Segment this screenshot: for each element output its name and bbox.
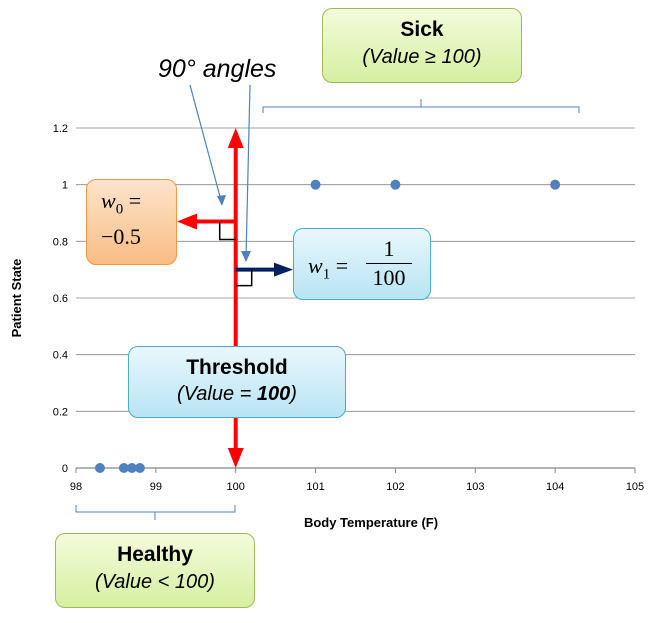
w0-line1: w0 = [101, 188, 176, 218]
sick-box: Sick (Value ≥ 100) [322, 8, 522, 83]
sick-brace [262, 99, 580, 113]
x-tick-label: 102 [386, 481, 404, 493]
threshold-arrow-down [227, 448, 244, 468]
data-point [310, 179, 321, 190]
angle-pointer-2-head [241, 251, 251, 262]
w0-value: −0.5 [101, 224, 141, 250]
y-tick-label: 0.4 [53, 350, 68, 362]
w1-arrow-head [274, 262, 293, 277]
y-tick-label: 0.8 [53, 236, 68, 248]
angle-pointer-2 [245, 84, 251, 259]
data-points [94, 179, 561, 473]
w1-box: w1 = 1 100 [293, 228, 431, 300]
w0-right-angle-icon [218, 221, 236, 241]
x-tick-label: 103 [466, 481, 484, 493]
threshold-sub-suffix: ) [290, 383, 297, 405]
y-axis-title: Patient State [9, 259, 24, 338]
sick-title: Sick [400, 18, 444, 41]
threshold-title: Threshold [186, 356, 288, 379]
x-tick-label: 99 [150, 481, 162, 493]
x-tick-label: 101 [306, 481, 324, 493]
w1-right-angle-icon [235, 269, 253, 287]
threshold-subtitle: (Value = 100) [129, 383, 345, 406]
w1-numerator: 1 [366, 235, 412, 264]
data-point [118, 463, 129, 473]
data-point [126, 463, 137, 473]
threshold-arrow-up [227, 128, 244, 148]
x-tick-label: 98 [70, 481, 82, 493]
w0-box: w0 = −0.5 [86, 179, 177, 265]
w1-subscript: 1 [322, 266, 331, 283]
healthy-box: Healthy (Value < 100) [55, 533, 255, 608]
w1-equals: = [330, 253, 349, 278]
angle-pointer-1-head [217, 195, 226, 206]
w1-denominator: 100 [372, 265, 406, 290]
y-tick-label: 0.2 [53, 406, 68, 418]
w0-arrow-head [177, 213, 197, 230]
x-tick-label: 104 [546, 481, 564, 493]
sick-subtitle: (Value ≥ 100) [362, 46, 482, 68]
y-tick-label: 0.6 [53, 293, 68, 305]
x-tick-label: 100 [227, 481, 245, 493]
threshold-box: Threshold (Value = 100) [128, 346, 346, 418]
y-tick-label: 1 [62, 180, 68, 192]
y-tick-label: 1.2 [53, 123, 68, 135]
threshold-sub-value: 100 [256, 383, 291, 405]
healthy-brace [75, 505, 236, 520]
data-point [390, 179, 401, 190]
y-tick-label: 0 [62, 463, 68, 475]
w1-symbol: w [308, 253, 323, 278]
w0-equals: = [123, 188, 142, 213]
angle-pointer-1 [189, 84, 223, 205]
x-tick-label: 105 [626, 481, 644, 493]
w1-fraction: 1 100 [366, 235, 412, 292]
w0-symbol: w [101, 188, 116, 213]
data-point [134, 463, 145, 473]
data-point [550, 179, 561, 190]
x-axis-title: Body Temperature (F) [304, 515, 438, 530]
healthy-title: Healthy [117, 543, 193, 566]
healthy-subtitle: (Value < 100) [95, 571, 215, 593]
tick-labels: 00.20.40.60.811.298 99 100 101 102 103 104 105 [53, 123, 644, 493]
angles-label: 90° angles [158, 55, 277, 83]
w1-formula: w1 = [308, 253, 348, 283]
w0-subscript: 0 [115, 201, 124, 218]
threshold-sub-prefix: (Value = [177, 383, 257, 405]
data-point [94, 463, 105, 473]
